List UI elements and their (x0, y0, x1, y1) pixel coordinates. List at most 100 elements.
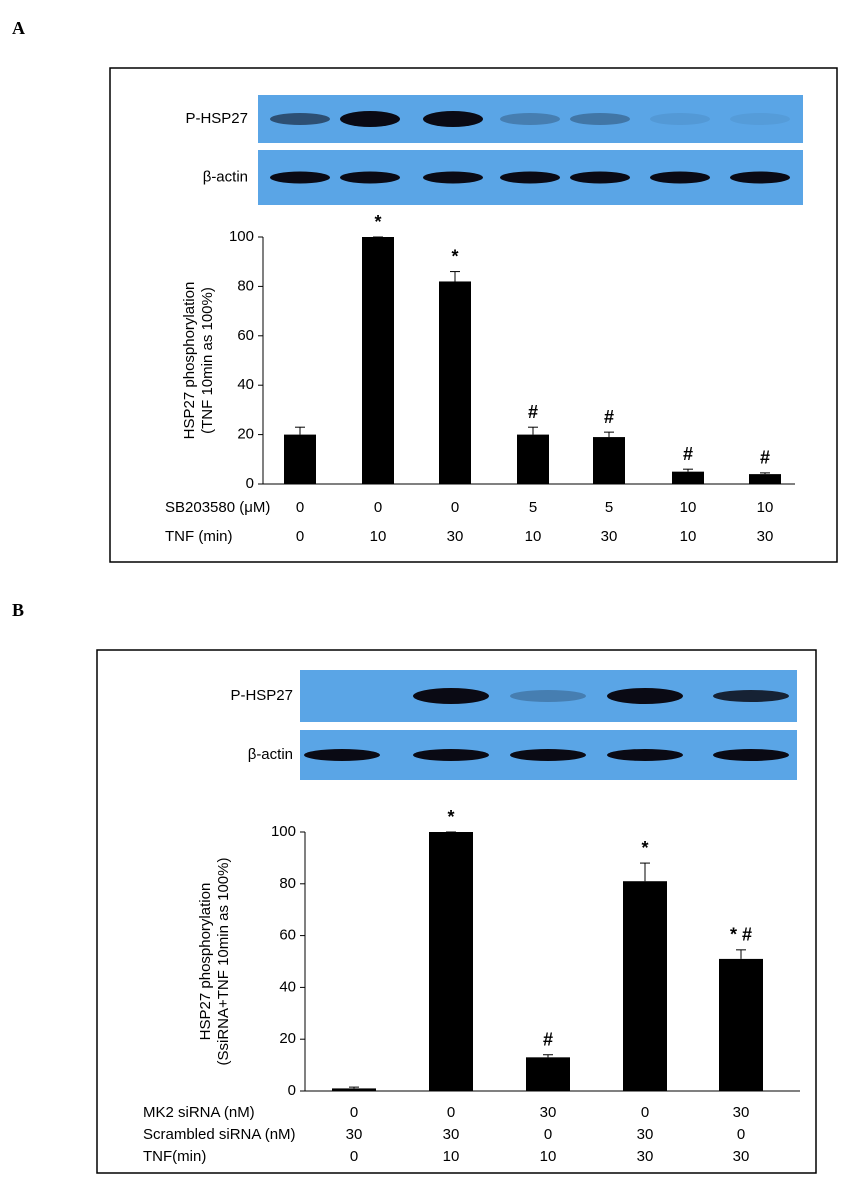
significance-mark: # (543, 1029, 553, 1049)
bar (517, 434, 549, 484)
significance-mark: * # (730, 925, 752, 945)
blot-band (270, 113, 330, 125)
bar (362, 237, 394, 484)
blot-band (413, 688, 489, 704)
condition-label: Scrambled siRNA (nM) (143, 1126, 296, 1143)
bar (593, 437, 625, 484)
bar (749, 474, 781, 484)
significance-mark: * (447, 807, 454, 827)
blot-band (650, 113, 710, 125)
blot-label: P-HSP27 (230, 687, 293, 704)
condition-value: 10 (540, 1148, 557, 1165)
y-tick-label: 60 (279, 927, 296, 944)
condition-value: 0 (296, 528, 304, 545)
y-tick-label: 20 (237, 426, 254, 443)
y-tick-label: 80 (237, 277, 254, 294)
condition-value: 0 (544, 1126, 552, 1143)
significance-mark: # (528, 402, 538, 422)
y-tick-label: 0 (288, 1082, 296, 1099)
condition-value: 30 (757, 528, 774, 545)
bar (672, 471, 704, 484)
significance-mark: * (451, 246, 458, 266)
y-tick-label: 80 (279, 875, 296, 892)
blot-label: β-actin (203, 168, 248, 185)
condition-label: TNF(min) (143, 1148, 206, 1165)
condition-value: 30 (443, 1126, 460, 1143)
blot-band (730, 171, 790, 184)
condition-value: 10 (757, 499, 774, 516)
condition-value: 30 (540, 1104, 557, 1121)
condition-label: TNF (min) (165, 528, 233, 545)
blot-band (510, 749, 586, 761)
condition-label: MK2 siRNA (nM) (143, 1104, 255, 1121)
blot-band (423, 111, 483, 127)
y-axis-label: (TNF 10min as 100%) (199, 287, 216, 434)
blot-band (423, 171, 483, 184)
bar (623, 881, 667, 1091)
condition-value: 30 (637, 1126, 654, 1143)
bar (439, 281, 471, 484)
condition-value: 30 (637, 1148, 654, 1165)
y-axis-label: HSP27 phosphorylation (181, 282, 198, 440)
condition-value: 30 (601, 528, 618, 545)
significance-mark: * (374, 212, 381, 232)
condition-value: 5 (605, 499, 613, 516)
condition-value: 0 (737, 1126, 745, 1143)
panel-frame (96, 649, 817, 1174)
condition-value: 10 (680, 499, 697, 516)
significance-mark: * (641, 838, 648, 858)
panel-label: B (12, 600, 24, 620)
y-tick-label: 100 (229, 228, 254, 245)
blot-band (570, 171, 630, 184)
condition-value: 30 (733, 1104, 750, 1121)
condition-value: 0 (350, 1148, 358, 1165)
blot-label: β-actin (248, 746, 293, 763)
y-axis-label: (SsiRNA+TNF 10min as 100%) (215, 858, 232, 1066)
condition-value: 10 (443, 1148, 460, 1165)
blot-band (607, 688, 683, 704)
significance-mark: # (604, 407, 614, 427)
blot-band (713, 749, 789, 761)
y-axis-label: HSP27 phosphorylation (197, 883, 214, 1041)
bar (332, 1088, 376, 1091)
condition-value: 30 (733, 1148, 750, 1165)
blot-band (607, 749, 683, 761)
condition-value: 5 (529, 499, 537, 516)
blot-band (570, 113, 630, 125)
condition-label: SB203580 (μM) (165, 499, 270, 516)
condition-value: 0 (350, 1104, 358, 1121)
bar (526, 1057, 570, 1091)
bar (719, 958, 763, 1091)
significance-mark: # (683, 444, 693, 464)
condition-value: 10 (370, 528, 387, 545)
blot-band (413, 749, 489, 761)
significance-mark: # (760, 448, 770, 468)
y-tick-label: 100 (271, 823, 296, 840)
condition-value: 0 (447, 1104, 455, 1121)
condition-value: 30 (447, 528, 464, 545)
y-tick-label: 40 (237, 376, 254, 393)
blot-band (510, 690, 586, 702)
condition-value: 30 (346, 1126, 363, 1143)
condition-value: 0 (451, 499, 459, 516)
blot-band (500, 113, 560, 125)
blot-band (650, 171, 710, 184)
condition-value: 0 (296, 499, 304, 516)
bar (429, 832, 473, 1091)
bar (284, 434, 316, 484)
blot-band (270, 171, 330, 184)
blot-band (500, 171, 560, 184)
blot-band (340, 171, 400, 184)
blot-band (340, 111, 400, 127)
condition-value: 0 (374, 499, 382, 516)
blot-band (713, 690, 789, 702)
condition-value: 0 (641, 1104, 649, 1121)
blot-band (730, 113, 790, 125)
y-tick-label: 20 (279, 1030, 296, 1047)
y-tick-label: 0 (246, 475, 254, 492)
y-tick-label: 40 (279, 978, 296, 995)
blot-label: P-HSP27 (185, 110, 248, 127)
blot-band (304, 749, 380, 761)
condition-value: 10 (525, 528, 542, 545)
y-tick-label: 60 (237, 327, 254, 344)
